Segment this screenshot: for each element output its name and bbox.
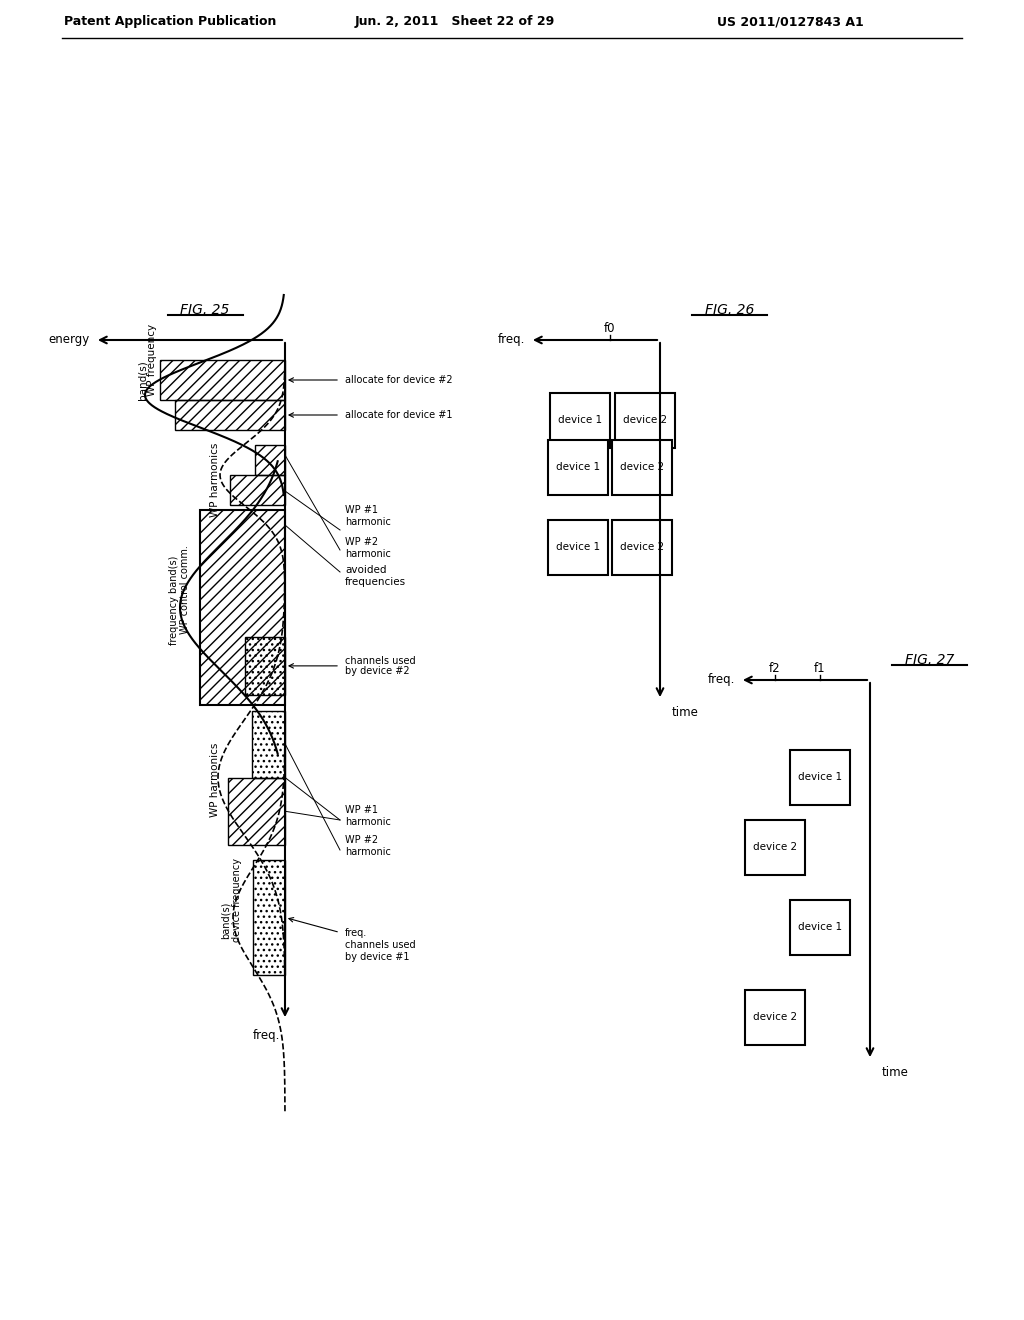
Text: freq.: freq. <box>708 673 735 686</box>
Bar <box>550 392 610 447</box>
Text: time: time <box>672 705 698 718</box>
Bar <box>615 392 675 447</box>
Text: frequency band(s): frequency band(s) <box>169 556 179 644</box>
Text: Patent Application Publication: Patent Application Publication <box>63 16 276 29</box>
Bar <box>230 475 285 506</box>
Text: WP control comm.: WP control comm. <box>180 545 190 635</box>
Bar <box>255 445 285 475</box>
Text: FIG. 26: FIG. 26 <box>706 304 755 317</box>
Bar <box>548 440 608 495</box>
Text: allocate for device #2: allocate for device #2 <box>345 375 453 385</box>
Text: WP harmonics: WP harmonics <box>210 442 220 517</box>
Bar <box>745 820 805 875</box>
Bar <box>790 900 850 954</box>
Bar <box>745 990 805 1045</box>
Text: freq.: freq. <box>253 1028 280 1041</box>
Text: harmonic: harmonic <box>345 517 391 527</box>
Text: device 2: device 2 <box>753 842 797 853</box>
Text: WP #1: WP #1 <box>345 805 378 814</box>
Text: avoided: avoided <box>345 565 386 576</box>
Text: by device #2: by device #2 <box>345 665 410 676</box>
Text: FIG. 25: FIG. 25 <box>180 304 229 317</box>
Text: f1: f1 <box>814 661 825 675</box>
Bar <box>252 711 285 777</box>
Text: FIG. 27: FIG. 27 <box>905 653 954 667</box>
Text: harmonic: harmonic <box>345 847 391 857</box>
Text: freq.: freq. <box>498 334 525 346</box>
Bar <box>245 636 285 696</box>
Bar <box>160 360 285 400</box>
Bar <box>175 400 285 430</box>
Text: freq.: freq. <box>345 928 368 937</box>
Text: US 2011/0127843 A1: US 2011/0127843 A1 <box>717 16 863 29</box>
Text: WP frequency: WP frequency <box>147 323 157 396</box>
Text: device 1: device 1 <box>556 462 600 473</box>
Text: WP #2: WP #2 <box>345 836 378 845</box>
Text: frequencies: frequencies <box>345 577 407 587</box>
Text: harmonic: harmonic <box>345 549 391 558</box>
Text: time: time <box>882 1065 909 1078</box>
Text: WP #2: WP #2 <box>345 537 378 546</box>
Bar <box>200 510 285 705</box>
Text: WP harmonics: WP harmonics <box>210 743 220 817</box>
Text: channels used: channels used <box>345 940 416 949</box>
Text: band(s): band(s) <box>221 902 231 939</box>
Text: f0: f0 <box>604 322 615 334</box>
Text: by device #1: by device #1 <box>345 952 410 961</box>
Text: device 1: device 1 <box>558 414 602 425</box>
Text: harmonic: harmonic <box>345 817 391 828</box>
Text: allocate for device #1: allocate for device #1 <box>345 411 453 420</box>
Bar <box>612 520 672 576</box>
Bar <box>790 750 850 805</box>
Text: channels used: channels used <box>345 656 416 665</box>
Text: WP #1: WP #1 <box>345 506 378 515</box>
Text: device 1: device 1 <box>798 772 842 783</box>
Text: energy: energy <box>49 334 90 346</box>
Bar <box>253 861 285 975</box>
Text: device 1: device 1 <box>556 543 600 553</box>
Text: device 2: device 2 <box>753 1012 797 1023</box>
Text: device 2: device 2 <box>620 462 664 473</box>
Bar <box>548 520 608 576</box>
Text: device frequency: device frequency <box>232 858 242 942</box>
Text: f2: f2 <box>769 661 781 675</box>
Text: Jun. 2, 2011   Sheet 22 of 29: Jun. 2, 2011 Sheet 22 of 29 <box>355 16 555 29</box>
Text: device 2: device 2 <box>623 414 667 425</box>
Bar <box>228 777 285 845</box>
Bar <box>612 440 672 495</box>
Text: device 2: device 2 <box>620 543 664 553</box>
Text: device 1: device 1 <box>798 923 842 932</box>
Text: band(s): band(s) <box>137 360 147 400</box>
